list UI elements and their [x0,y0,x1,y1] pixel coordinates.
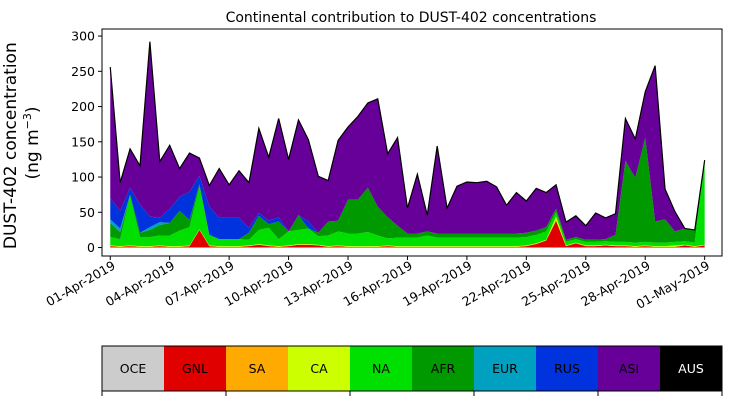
y-axis-label: DUST-402 concentration (ng m−3) [1,37,43,249]
y-tick-label: 250 [71,64,95,79]
y-tick-label: 100 [71,170,95,185]
area-gnl [110,220,705,248]
legend-label-na: NA [372,361,390,376]
legend-swatch-sa [226,346,289,391]
y-tick-label: 200 [71,99,95,114]
y-tick-label: 150 [71,134,95,149]
legend-swatch-oce [102,346,165,391]
legend-label-asi: ASI [619,361,639,376]
legend-swatch-gnl [164,346,227,391]
y-axis-label-line2: (ng m−3) [21,106,43,179]
chart-title: Continental contribution to DUST-402 con… [226,10,597,26]
y-axis: 0 50 100 150 200 250 300 [71,29,102,255]
area-rus [110,137,705,240]
legend-label-oce: OCE [120,361,147,376]
legend-swatch-afr [412,346,475,391]
legend-swatch-na [350,346,413,391]
area-na [110,160,705,247]
legend-swatch-rus [536,346,599,391]
legend-swatch-aus [660,346,723,391]
legend-swatch-asi [598,346,661,391]
stacked-areas [110,41,705,248]
legend-label-sa: SA [249,361,266,376]
legend-swatch-eur [474,346,537,391]
y-tick-label: 300 [71,29,95,44]
y-tick-label: 50 [79,205,95,220]
area-asi [110,41,705,240]
x-axis: 01-Apr-201904-Apr-201907-Apr-201910-Apr-… [43,256,712,312]
legend-label-ca: CA [310,361,328,376]
legend-frame [101,345,723,392]
legend-label-rus: RUS [554,361,580,376]
legend-label-gnl: GNL [182,361,208,376]
y-axis-label-line1: DUST-402 concentration [1,42,21,249]
total-line [109,41,706,231]
y-tick-label: 0 [87,240,95,255]
legend-label-aus: AUS [678,361,704,376]
plot-frame [101,28,723,257]
legend-label-eur: EUR [492,361,518,376]
legend-swatch-ca [288,346,351,391]
area-afr [110,137,705,243]
continent-legend-bar: OCE GNL SA CA NA AFR EUR RUS ASI AUS [101,345,723,396]
total-concentration-line [109,41,706,231]
legend-label-afr: AFR [431,361,456,376]
